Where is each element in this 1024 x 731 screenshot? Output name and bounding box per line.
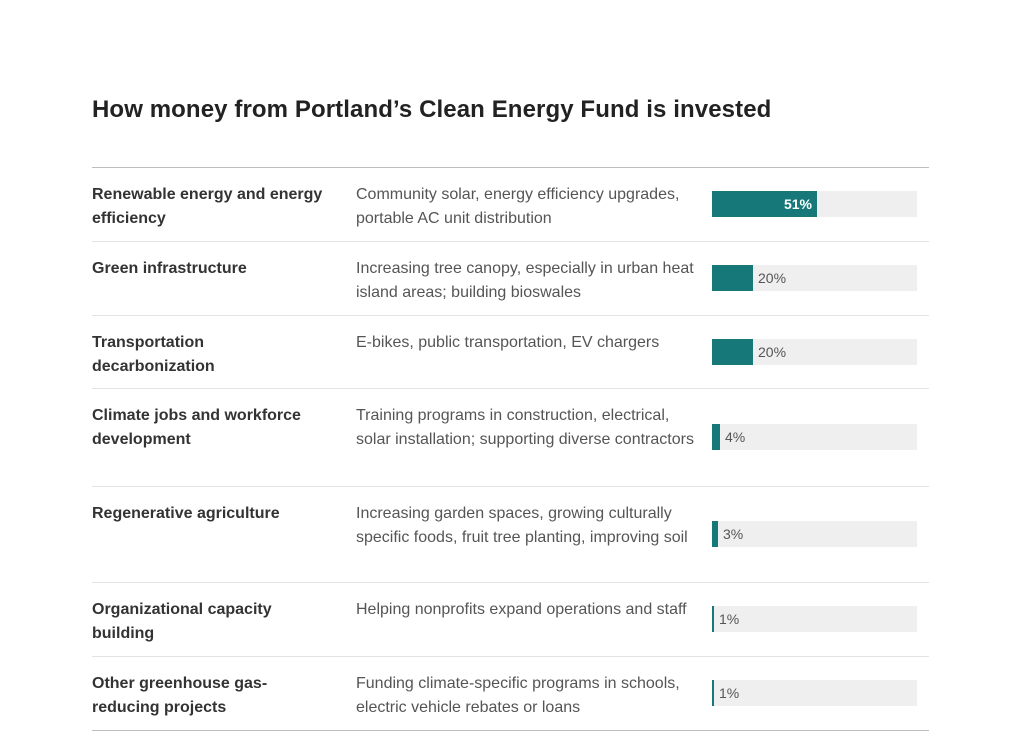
data-label: 3% (723, 526, 744, 542)
bar-track: 3% (712, 521, 917, 547)
category-description: E-bikes, public transportation, EV charg… (356, 334, 660, 351)
category-label: Green infrastructure (92, 260, 247, 277)
allocation-table: Renewable energy and energy efficiency Co… (92, 167, 929, 731)
data-label: 4% (725, 429, 746, 445)
category-label: Renewable energy and energy efficiency (92, 186, 323, 227)
table-row: Climate jobs and workforce development Tr… (92, 389, 929, 487)
bar-track: 20% (712, 265, 917, 291)
category-description: Increasing garden spaces, growing cultur… (356, 505, 688, 546)
table-row: Regenerative agriculture Increasing garde… (92, 487, 929, 583)
data-label: 1% (719, 611, 740, 627)
table-row: Organizational capacity building Helping … (92, 583, 929, 657)
category-description: Training programs in construction, elect… (356, 407, 694, 448)
table-row: Renewable energy and energy efficiency Co… (92, 168, 929, 242)
data-label: 51% (783, 196, 812, 212)
bar (712, 191, 817, 217)
category-label: Transportation decarbonization (92, 334, 215, 375)
category-description: Funding climate-specific programs in sch… (356, 675, 680, 716)
category-label: Climate jobs and workforce development (92, 407, 301, 448)
bar-track: 51% (712, 191, 917, 217)
bar (712, 680, 714, 706)
bar-track: 4% (712, 424, 917, 450)
bar (712, 424, 720, 450)
data-label: 1% (719, 685, 740, 701)
data-label: 20% (758, 344, 787, 360)
category-label: Other greenhouse gas-reducing projects (92, 675, 268, 716)
bar (712, 606, 714, 632)
bar (712, 521, 718, 547)
bar (712, 265, 753, 291)
bar-track: 1% (712, 680, 917, 706)
category-description: Increasing tree canopy, especially in ur… (356, 260, 694, 301)
table-row: Transportation decarbonization E-bikes, p… (92, 316, 929, 389)
category-label: Organizational capacity building (92, 601, 272, 642)
category-description: Community solar, energy efficiency upgra… (356, 186, 680, 227)
category-description: Helping nonprofits expand operations and… (356, 601, 687, 618)
table-row: Other greenhouse gas-reducing projects Fu… (92, 657, 929, 731)
chart-title: How money from Portland’s Clean Energy F… (92, 96, 772, 123)
bar (712, 339, 753, 365)
table-row: Green infrastructure Increasing tree cano… (92, 242, 929, 316)
category-label: Regenerative agriculture (92, 505, 280, 522)
bar-track: 1% (712, 606, 917, 632)
data-label: 20% (758, 270, 787, 286)
bar-track: 20% (712, 339, 917, 365)
